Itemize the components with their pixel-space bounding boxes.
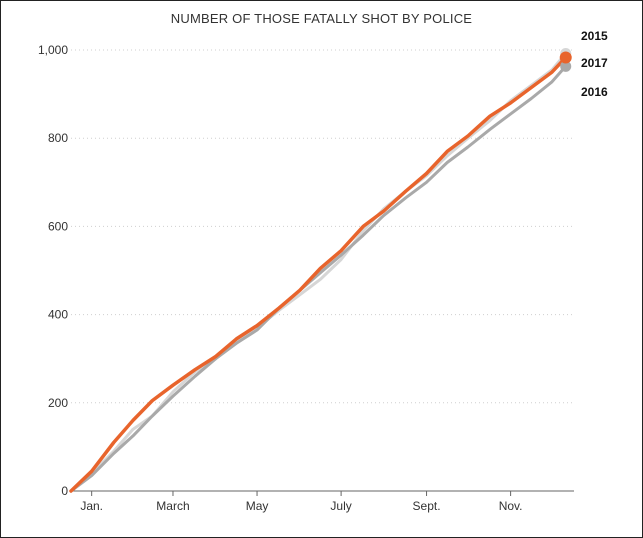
y-tick-label: 400 [48, 308, 68, 322]
end-dot-2016 [560, 60, 572, 72]
chart-title: NUMBER OF THOSE FATALLY SHOT BY POLICE [170, 11, 473, 26]
series-label-2015: 2015 [581, 29, 608, 43]
y-tick-label: 1,000 [38, 43, 68, 57]
y-tick-label: 200 [48, 396, 68, 410]
x-tick-label: May [246, 499, 269, 513]
y-tick-label: 600 [48, 219, 68, 233]
series-label-2016: 2016 [581, 85, 608, 99]
end-dot-2017 [559, 51, 572, 64]
y-tick-label: 0 [61, 484, 68, 498]
series-line-2016 [69, 64, 568, 493]
x-tick-label: Jan. [80, 499, 103, 513]
x-tick-label: Nov. [499, 499, 523, 513]
x-tick-label: Sept. [413, 499, 441, 513]
y-tick-label: 800 [48, 131, 68, 145]
series-line-2017 [69, 55, 568, 493]
series-label-2017: 2017 [581, 56, 608, 70]
x-tick-label: July [330, 499, 351, 513]
x-tick-label: March [156, 499, 189, 513]
